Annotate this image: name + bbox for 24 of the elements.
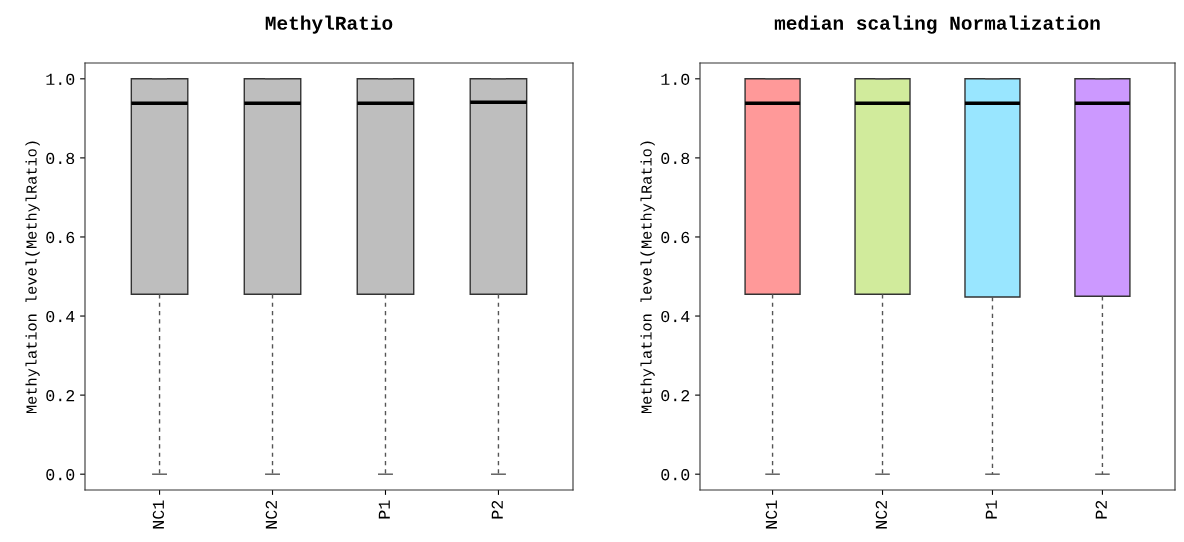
x-tick-label: NC2: [265, 500, 277, 529]
y-tick-label: 0.2: [46, 390, 75, 402]
y-axis-title: Methylation level(MethylRatio): [25, 141, 40, 414]
x-tick-label: P1: [985, 500, 997, 519]
y-tick-label: 0.6: [46, 231, 75, 244]
y-tick-label: 0.2: [661, 390, 690, 402]
x-tick-label: P2: [491, 500, 503, 519]
y-tick-label: 0.8: [661, 152, 690, 165]
x-tick-label: P2: [1095, 500, 1107, 519]
y-tick-label: 0.0: [46, 469, 75, 481]
y-tick-label: 0.8: [46, 152, 75, 165]
y-tick-label: 0.4: [46, 310, 75, 323]
x-tick-label: NC1: [152, 500, 165, 529]
x-tick-label: NC2: [875, 500, 887, 529]
chart-title: median scaling Normalization: [774, 15, 1100, 34]
y-axis-title: Methylation level(MethylRatio): [640, 141, 655, 414]
y-tick-label: 1.0: [661, 73, 690, 86]
y-tick-label: 1.0: [46, 73, 75, 86]
x-tick-label: P1: [378, 500, 390, 519]
chart-title: MethylRatio: [265, 15, 393, 34]
y-tick-label: 0.0: [661, 469, 690, 481]
y-tick-label: 0.6: [661, 231, 690, 244]
x-tick-label: NC1: [765, 500, 778, 529]
y-tick-label: 0.4: [661, 310, 690, 323]
